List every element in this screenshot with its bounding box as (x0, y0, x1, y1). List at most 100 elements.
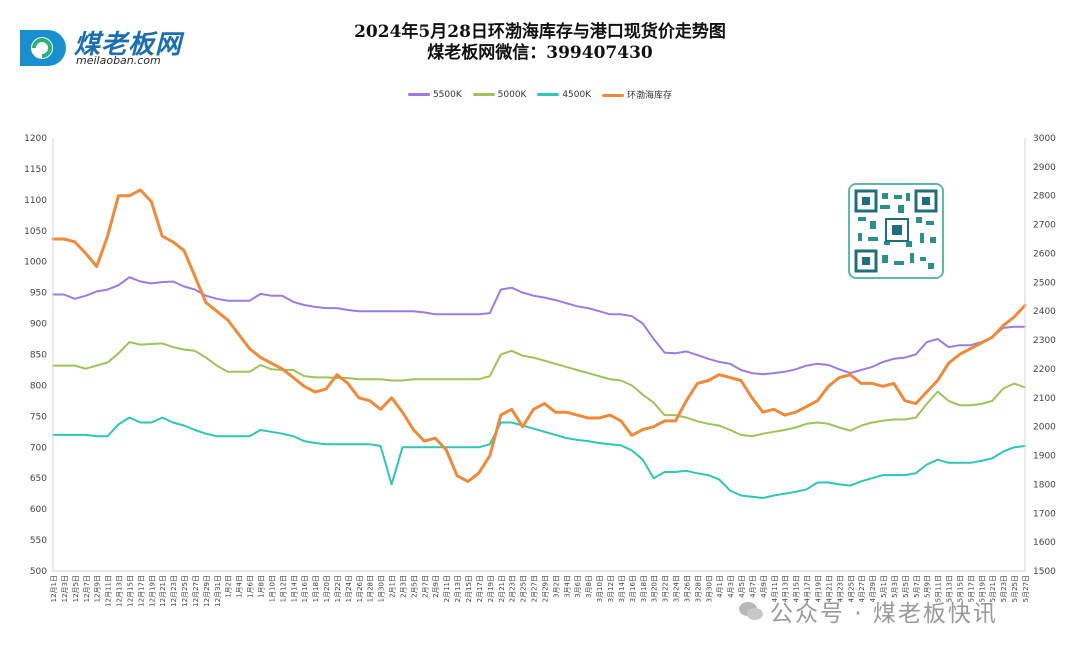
x-tick-label: 4月23日 (836, 575, 844, 602)
chart-title: 2024年5月28日环渤海库存与港口现货价走势图 煤老板网微信：39940743… (0, 22, 1080, 64)
legend-label-4500k: 4500K (562, 89, 592, 100)
x-tick-label: 3月18日 (640, 575, 648, 602)
x-tick-label: 4月15日 (793, 575, 801, 602)
left-tick-label: 600 (30, 505, 47, 515)
x-tick-label: 5月15日 (956, 575, 964, 602)
left-tick-label: 1100 (24, 196, 47, 206)
x-tick-label: 3月26日 (683, 575, 691, 602)
left-tick-label: 950 (30, 289, 47, 299)
left-tick-label: 1000 (24, 258, 47, 268)
legend-item-4500k: 4500K (537, 90, 591, 100)
left-tick-label: 800 (30, 381, 47, 391)
left-axis-ticks: 500 550 600 650 700 750 800 850 900 950 1000 1050 11… (24, 134, 47, 577)
x-tick-label: 2月17日 (476, 575, 484, 602)
right-tick-label: 1700 (1033, 509, 1056, 519)
right-tick-label: 2900 (1033, 163, 1056, 173)
x-tick-label: 12月17日 (137, 575, 145, 607)
x-tick-label: 3月8日 (585, 575, 593, 598)
x-tick-label: 2月27日 (531, 575, 539, 602)
x-tick-label: 12月1日 (50, 575, 58, 602)
x-tick-label: 1月12日 (279, 575, 287, 602)
x-tick-label: 4月9日 (760, 575, 768, 598)
x-tick-label: 12月15日 (126, 575, 134, 607)
x-tick-label: 12月9日 (94, 575, 102, 602)
logo-emblem-icon (20, 30, 66, 66)
x-tick-label: 3月14日 (618, 575, 626, 602)
x-tick-label: 12月11日 (105, 575, 113, 607)
x-tick-label: 4月13日 (782, 575, 790, 602)
x-tick-label: 3月6日 (574, 575, 582, 598)
x-tick-label: 2月15日 (465, 575, 473, 602)
right-tick-label: 2600 (1033, 249, 1056, 259)
legend-swatch-4500k (537, 92, 560, 96)
legend-item-stock: 环渤海库存 (602, 88, 672, 101)
x-tick-label: 2月5日 (410, 575, 418, 598)
x-tick-label: 2月19日 (487, 575, 495, 602)
x-tick-label: 1月20日 (323, 575, 331, 602)
right-tick-label: 2500 (1033, 278, 1056, 288)
right-tick-label: 1600 (1033, 538, 1056, 548)
x-tick-label: 4月1日 (716, 575, 724, 598)
x-tick-label: 1月4日 (236, 575, 244, 598)
legend-label-5000k: 5000K (497, 89, 527, 100)
series-lines (51, 188, 1027, 499)
legend-label-5500k: 5500K (432, 89, 462, 100)
x-tick-label: 12月31日 (214, 575, 222, 607)
wechat-icon (739, 602, 763, 620)
x-tick-label: 2月21日 (498, 575, 506, 602)
qr-code-icon (848, 183, 944, 279)
x-tick-label: 5月25日 (1011, 575, 1019, 602)
x-tick-label: 2月29日 (541, 575, 549, 602)
x-tick-label: 1月22日 (334, 575, 342, 602)
x-tick-label: 12月21日 (159, 575, 167, 607)
left-tick-label: 850 (30, 351, 47, 361)
x-tick-label: 4月5日 (738, 575, 746, 598)
left-tick-label: 900 (30, 320, 47, 330)
x-tick-label: 12月29日 (203, 575, 211, 607)
left-tick-label: 500 (30, 567, 47, 577)
x-tick-label: 1月2日 (225, 575, 233, 598)
x-tick-label: 4月3日 (727, 575, 735, 598)
x-tick-label: 3月4日 (563, 575, 571, 598)
legend-item-5500k: 5500K (407, 89, 462, 100)
legend: 5500K 5000K 4500K 环渤海库存 (0, 88, 1080, 101)
series-line-环渤海库存 (51, 188, 1027, 483)
left-tick-label: 700 (30, 443, 47, 453)
x-tick-label: 5月21日 (989, 575, 997, 602)
legend-item-5000k: 5000K (472, 89, 527, 100)
right-tick-label: 2000 (1033, 423, 1056, 433)
right-tick-label: 2100 (1033, 394, 1056, 404)
x-tick-label: 5月19日 (978, 575, 986, 602)
x-tick-label: 3月20日 (651, 575, 659, 602)
series-line-5000K (52, 341, 1026, 438)
x-tick-label: 12月25日 (181, 575, 189, 607)
left-tick-label: 550 (30, 536, 47, 546)
legend-label-stock: 环渤海库存 (627, 91, 673, 101)
x-tick-label: 12月27日 (192, 575, 200, 607)
x-tick-label: 12月13日 (116, 575, 124, 607)
x-tick-label: 5月27日 (1022, 575, 1030, 602)
x-axis-ticks: 12月1日 12月3日 12月5日 12月7日 12月9日 12月11日 12月13日 12月… (50, 575, 1030, 607)
x-tick-label: 4月7日 (749, 575, 757, 598)
x-tick-label: 2月25日 (520, 575, 528, 602)
x-tick-label: 3月24日 (673, 575, 681, 602)
right-tick-label: 2800 (1033, 192, 1056, 202)
chart-title-line1: 2024年5月28日环渤海库存与港口现货价走势图 (354, 22, 726, 42)
x-tick-label: 4月17日 (804, 575, 812, 602)
x-tick-label: 1月14日 (290, 575, 298, 602)
x-tick-label: 3月12日 (607, 575, 615, 602)
x-tick-label: 1月10日 (268, 575, 276, 602)
legend-swatch-5000k (472, 92, 495, 96)
watermark: 公众号 · 煤老板快讯 (740, 594, 998, 628)
x-tick-label: 3月2日 (552, 575, 560, 598)
x-tick-label: 5月11日 (935, 575, 943, 602)
series-line-5500K (52, 276, 1026, 376)
x-tick-label: 5月1日 (880, 575, 888, 598)
x-tick-label: 4月11日 (771, 575, 779, 602)
x-tick-label: 5月13日 (946, 575, 954, 602)
x-tick-label: 5月3日 (891, 575, 899, 598)
left-tick-label: 750 (30, 412, 47, 422)
x-tick-label: 5月5日 (902, 575, 910, 598)
x-tick-label: 4月25日 (847, 575, 855, 602)
